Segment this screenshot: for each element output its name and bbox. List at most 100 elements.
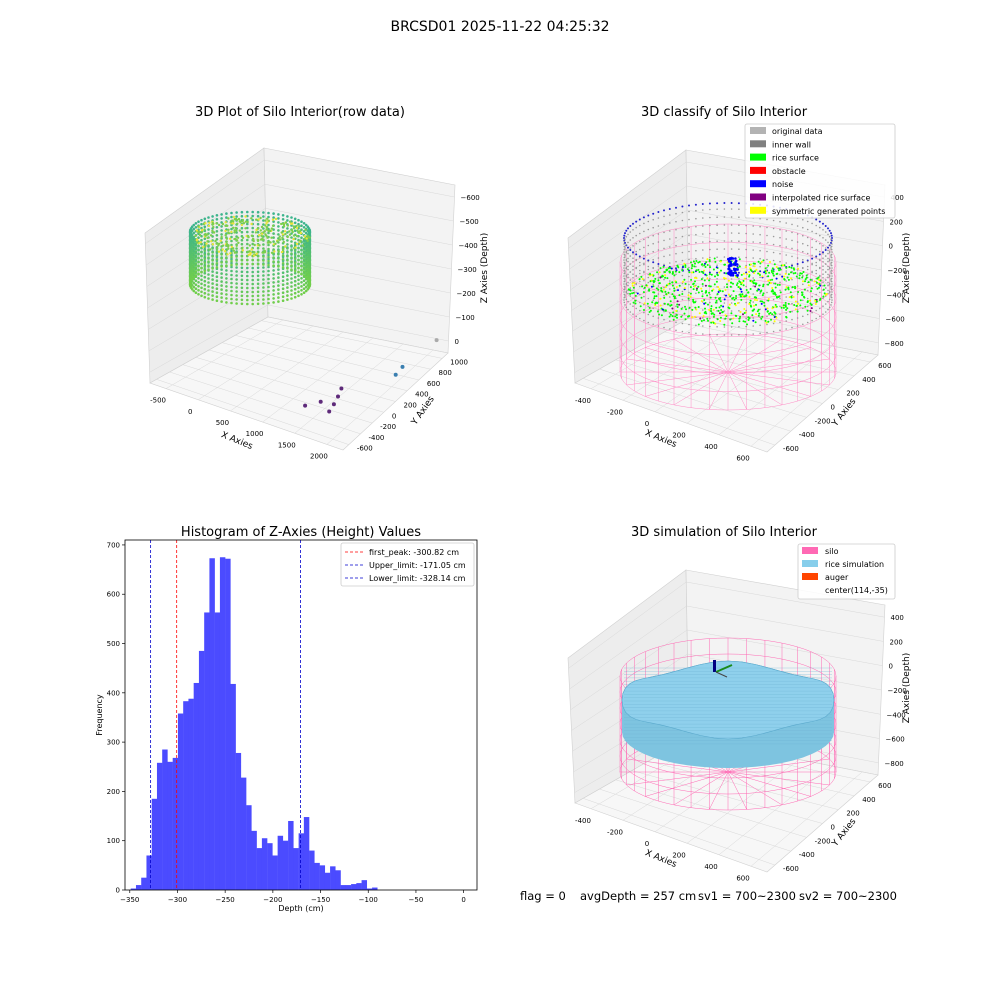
raw-outlier-point [400, 364, 405, 369]
simulation-axis-ticks: -400-2000200400600-600-400-2000200400600… [575, 614, 907, 882]
classify-legend-label: original data [772, 127, 823, 136]
raw-y-tick: -200 [380, 423, 396, 431]
classify-x-tick: 600 [736, 454, 749, 462]
classify-legend-swatch [750, 206, 766, 214]
simulation-y-tick: -200 [815, 837, 831, 845]
raw-plot-title: 3D Plot of Silo Interior(row data) [195, 105, 405, 120]
histogram-bar [303, 817, 310, 890]
simulation-z-tick: 400 [891, 614, 904, 622]
classify-silo-wireframe [619, 223, 837, 411]
raw-z-axis-label: Z Axies (Depth) [480, 233, 490, 304]
classify-legend-swatch [750, 193, 766, 201]
classify-z-tick: −800 [885, 340, 904, 348]
classify-z-tick: −200 [888, 267, 907, 275]
classify-y-tick: -600 [783, 445, 799, 453]
classify-legend-swatch [750, 153, 766, 161]
avg-depth-text: avgDepth = 257 cm [580, 889, 696, 903]
raw-y-tick: -600 [357, 445, 373, 453]
raw-z-tick: −300 [458, 266, 477, 274]
histogram-bar [351, 884, 357, 890]
simulation-rice-surface [621, 660, 835, 768]
histogram-bar [356, 883, 362, 890]
histogram-y-tick: 0 [116, 887, 120, 895]
raw-z-tick: −200 [457, 290, 476, 298]
raw-outlier-point [339, 386, 344, 391]
raw-axis-ticks: -500 0 500 1000 1500 2000 -600 -400 -200 0 200 400 6… [150, 194, 480, 460]
simulation-y-axis-label: Y Axies [830, 817, 859, 850]
classify-y-tick: -400 [799, 431, 815, 439]
raw-outlier-point [331, 402, 336, 407]
histogram-bar [324, 872, 331, 890]
histogram-legend: first_peak: -300.82 cm Upper_limit: -171.… [340, 542, 475, 587]
raw-x-tick: 1500 [278, 441, 296, 449]
histogram-bar [183, 701, 189, 890]
raw-x-tick: 500 [216, 419, 229, 427]
raw-x-tick: 1000 [246, 430, 264, 438]
classify-plot-title: 3D classify of Silo Interior [641, 105, 808, 120]
simulation-legend: silo rice simulation auger center(114,-35) [797, 543, 896, 600]
raw-y-tick: 800 [439, 369, 452, 377]
histogram-x-tick: 0 [461, 896, 465, 904]
classify-y-tick: 0 [831, 404, 835, 412]
histogram-x-tick: −150 [311, 896, 330, 904]
raw-y-tick: 400 [415, 391, 428, 399]
histogram-bar [251, 830, 257, 890]
simulation-x-tick: 400 [704, 863, 717, 871]
histogram-bar [261, 838, 268, 890]
simulation-y-tick: 400 [862, 796, 875, 804]
histogram-bar [235, 752, 242, 890]
simulation-x-tick: -400 [575, 817, 591, 825]
simulation-legend-swatch [802, 547, 818, 554]
histogram-bar [188, 698, 194, 890]
classify-legend-label: rice surface [772, 154, 819, 163]
classify-legend-label: interpolated rice surface [772, 194, 870, 203]
simulation-x-tick: -200 [607, 828, 623, 836]
classify-x-tick: 400 [704, 443, 717, 451]
classify-y-tick: 200 [846, 390, 859, 398]
histogram-bar [219, 557, 226, 890]
histogram-bar [230, 683, 236, 890]
histogram-plot: Histogram of Z-Axies (Height) Values −35… [95, 525, 478, 913]
raw-z-tick: −400 [459, 242, 478, 250]
classify-floor [574, 317, 879, 453]
sv2-text: sv2 = 700~2300 [799, 889, 897, 903]
histogram-y-tick: 200 [107, 788, 120, 796]
histogram-x-tick: −300 [168, 896, 187, 904]
simulation-y-tick: -400 [799, 851, 815, 859]
raw-y-axis-label: Y Axies [409, 394, 437, 427]
histogram-x-tick: −50 [409, 896, 424, 904]
classify-z-tick: 200 [890, 218, 903, 226]
histogram-y-tick: 700 [107, 541, 120, 549]
histogram-y-tick: 100 [107, 837, 120, 845]
raw-z-tick: −500 [460, 218, 479, 226]
histogram-bar [267, 843, 273, 890]
raw-outlier-point [336, 394, 340, 399]
histogram-bar [146, 855, 152, 890]
histogram-bar [314, 862, 320, 890]
classify-legend-swatch [750, 127, 766, 134]
simulation-plot: 3D simulation of Silo Interior -400-2000… [567, 525, 912, 882]
simulation-x-tick: 200 [672, 851, 685, 859]
histogram-x-tick: −250 [216, 896, 235, 904]
histogram-bar [256, 848, 263, 890]
raw-x-tick: 0 [188, 408, 192, 416]
histogram-bar [345, 885, 352, 890]
histogram-bar [193, 682, 200, 890]
raw-outlier-point [303, 403, 308, 408]
raw-outlier-point [434, 338, 439, 343]
simulation-auger [713, 660, 733, 678]
raw-data-plot: 3D Plot of Silo Interior(row data) -500 0… [144, 105, 490, 460]
classify-x-tick: -200 [607, 408, 623, 416]
histogram-x-axis-label: Depth (cm) [278, 904, 323, 913]
classify-legend-label: symmetric generated points [772, 207, 885, 216]
raw-y-tick: -400 [369, 434, 385, 442]
simulation-x-tick: 600 [736, 874, 749, 882]
histogram-bar [240, 777, 247, 890]
simulation-legend-label: silo [825, 547, 839, 556]
simulation-z-tick: −200 [888, 687, 907, 695]
classify-legend-label: obstacle [772, 167, 806, 176]
simulation-y-tick: -600 [783, 865, 799, 873]
raw-z-tick: −100 [456, 314, 475, 322]
histogram-bar [246, 805, 252, 890]
classify-z-tick: 0 [889, 243, 893, 251]
